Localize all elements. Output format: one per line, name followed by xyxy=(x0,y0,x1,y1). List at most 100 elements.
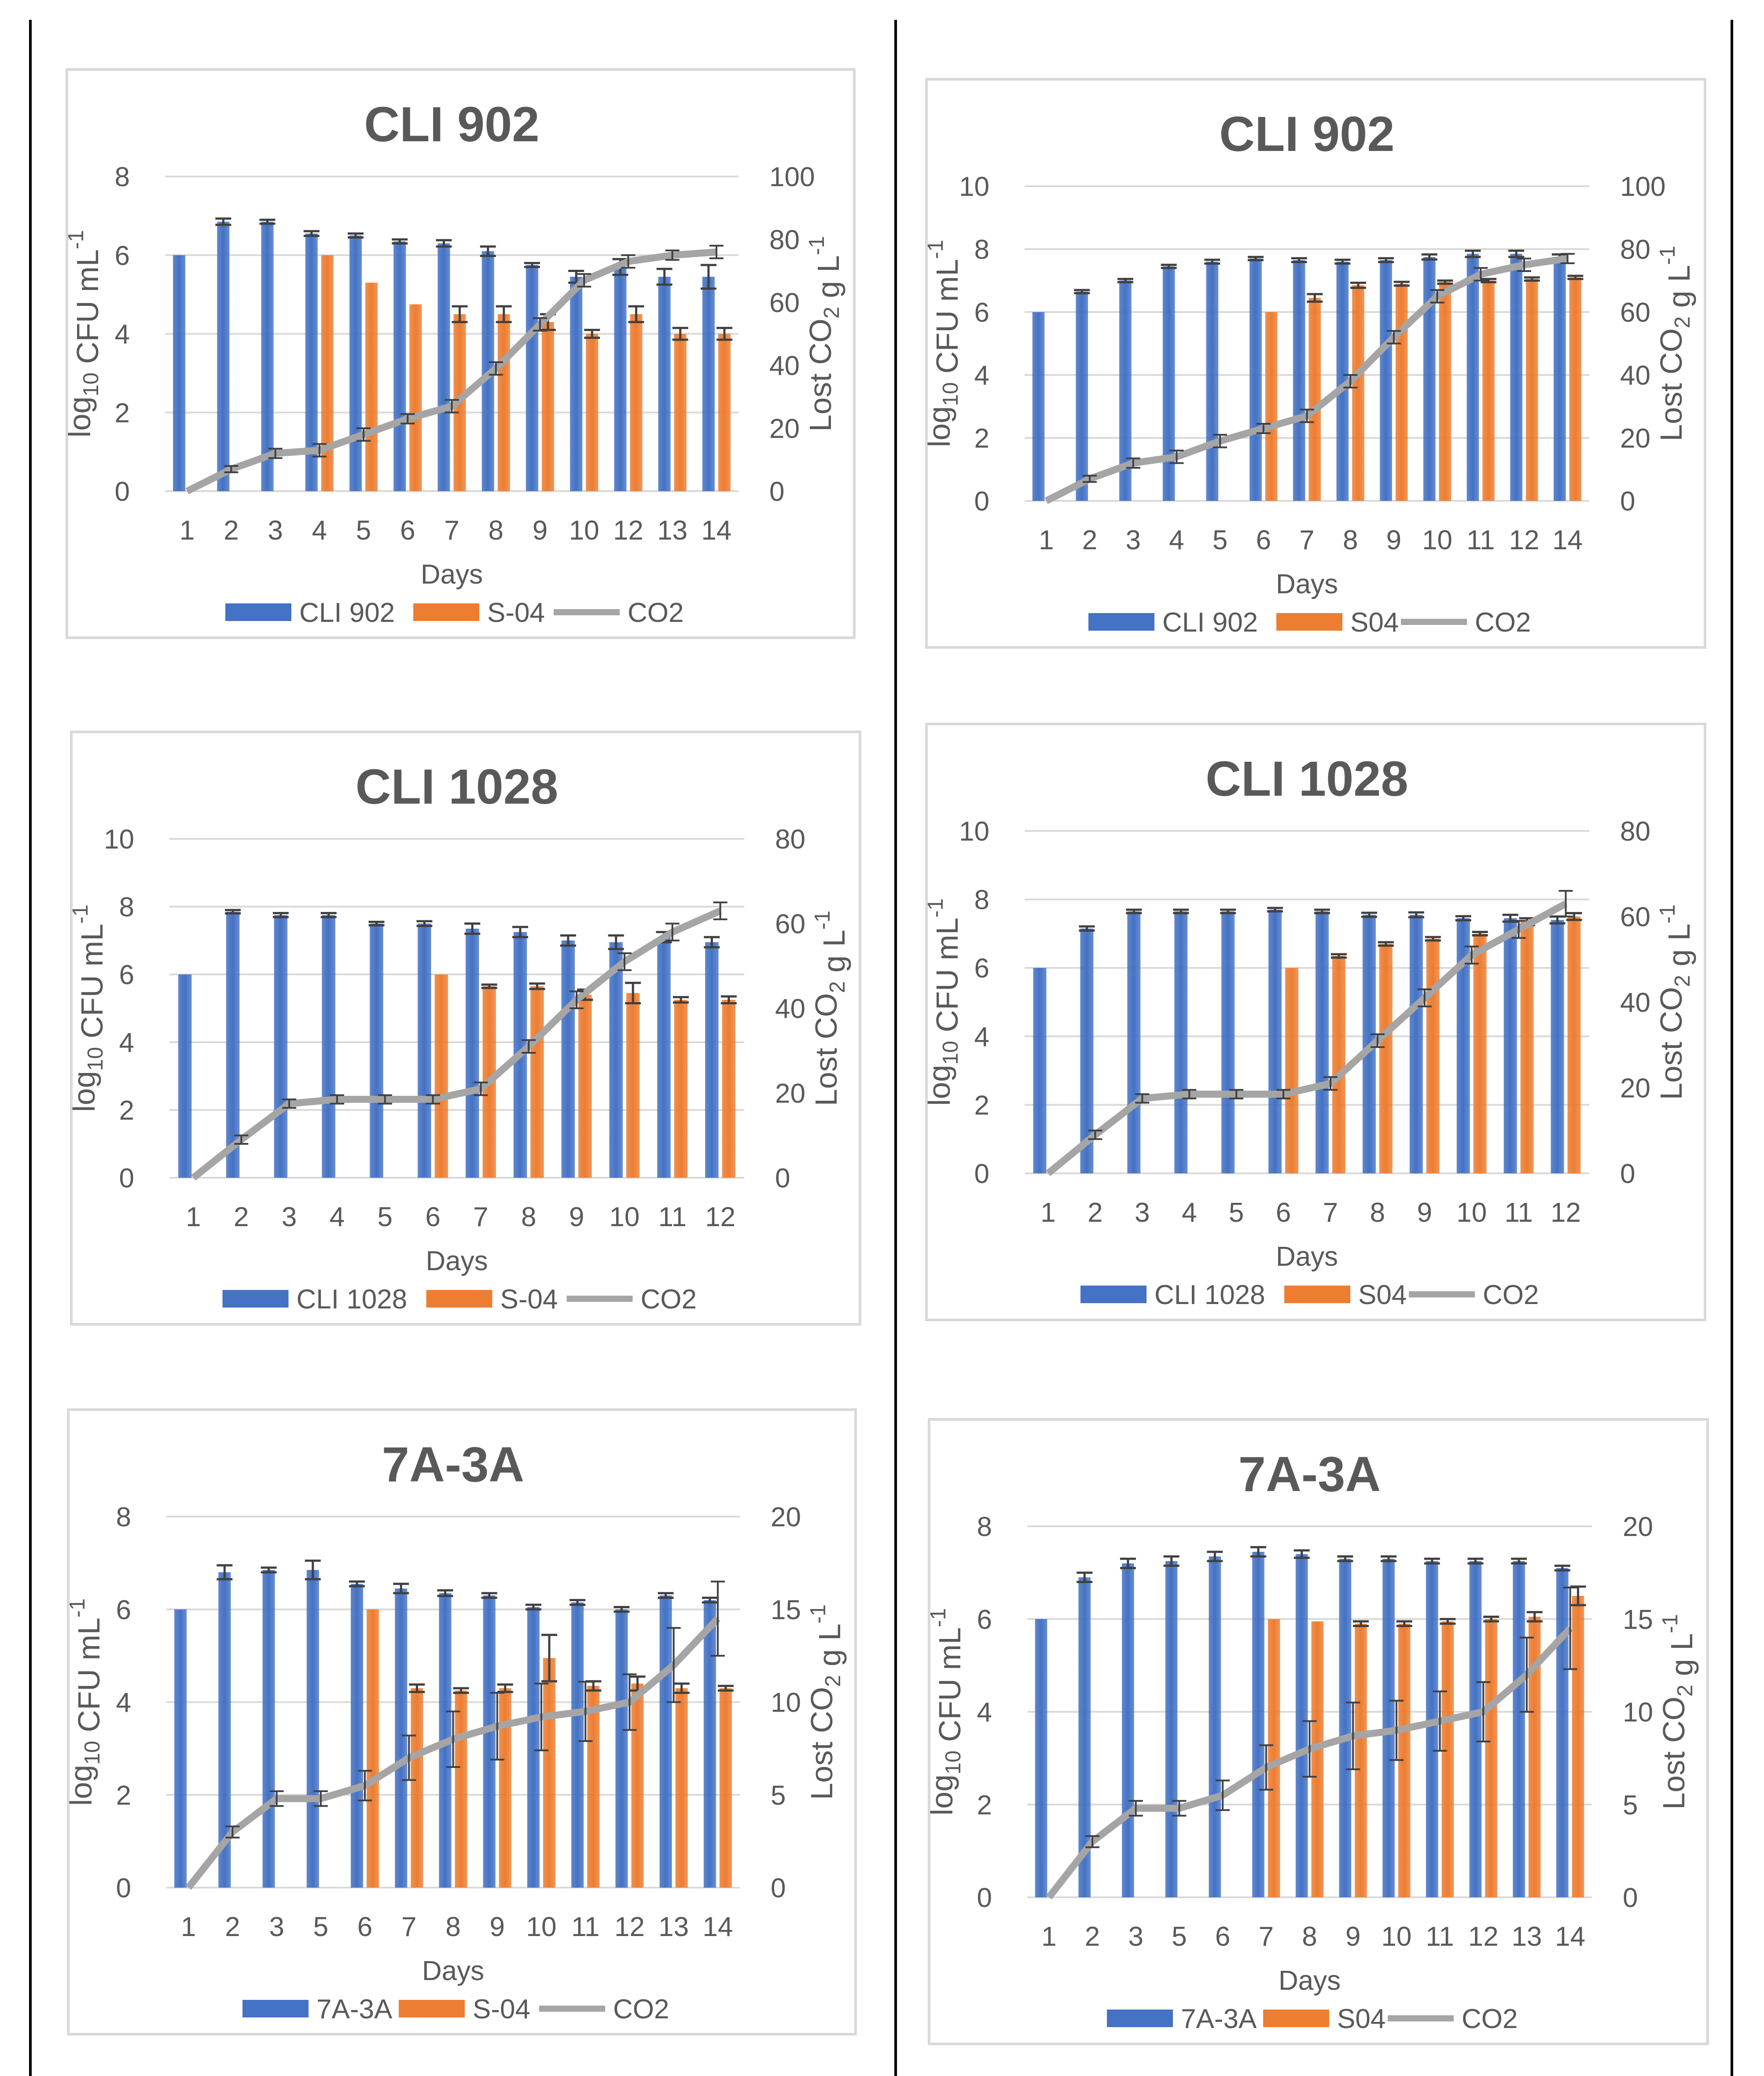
co2-error-bar xyxy=(533,317,547,332)
bar-s-04 xyxy=(584,329,600,491)
x-tick-label: 7 xyxy=(444,515,459,546)
bar-cli-902 xyxy=(568,270,584,491)
x-tick-label: 1 xyxy=(180,515,195,546)
y-tick-label: 0 xyxy=(974,486,989,517)
co2-error-bar xyxy=(578,1681,593,1742)
bar-s-04 xyxy=(365,283,378,491)
y2-tick-label: 20 xyxy=(1620,1073,1650,1104)
x-tick-label: 3 xyxy=(282,1202,297,1232)
x-axis-label: Days xyxy=(421,559,483,590)
legend-item-cli-902: CLI 902 xyxy=(1088,607,1258,638)
legend-label: CO2 xyxy=(1483,1280,1539,1310)
bar-s-04 xyxy=(409,304,422,491)
co2-error-bar xyxy=(1343,374,1358,389)
bar-cli-902 xyxy=(1334,258,1351,501)
bar-cli-902 xyxy=(1074,289,1090,501)
y-tick-label: 0 xyxy=(116,1873,131,1903)
x-tick-label: 1 xyxy=(186,1202,201,1232)
y2-tick-label: 20 xyxy=(769,414,800,444)
co2-error-bar xyxy=(1323,1076,1338,1091)
co2-error-bar xyxy=(534,1683,548,1752)
co2-error-bar xyxy=(666,1627,681,1703)
x-tick-label: 7 xyxy=(1323,1198,1338,1228)
bar-s04 xyxy=(1472,931,1488,1173)
bar-cli-902 xyxy=(1551,253,1568,501)
co2-error-bar xyxy=(617,952,632,971)
y2-tick-label: 5 xyxy=(771,1780,786,1811)
co2-error-bar xyxy=(1476,1681,1491,1742)
x-tick-label: 11 xyxy=(1466,525,1495,555)
bar-cli-902 xyxy=(612,258,628,491)
x-tick-label: 4 xyxy=(1182,1198,1197,1228)
legend-item-s04: S04 xyxy=(1284,1280,1407,1310)
chart-panel-cli902-right: CLI 902 0 2 4 6 8 10 0 20 40 60 80 100 1 2 3 4 5 6 7 8 9 10 11 1… xyxy=(922,78,1706,649)
y-tick-label: 8 xyxy=(119,892,134,922)
bar-7a-3a xyxy=(1511,1558,1527,1897)
co2-error-bar xyxy=(1300,408,1314,423)
x-tick-label: 8 xyxy=(445,1912,460,1942)
y-tick-label: 8 xyxy=(115,162,130,192)
bar-s-04 xyxy=(585,1680,602,1888)
y2-tick-label: 60 xyxy=(1620,902,1650,933)
bar-s04 xyxy=(1350,282,1367,501)
co2-error-bar xyxy=(268,448,283,459)
bar-s04 xyxy=(1393,280,1410,501)
co2-error-bar xyxy=(1389,1700,1404,1761)
x-tick-label: 7 xyxy=(473,1202,488,1232)
co2-error-bar xyxy=(402,1734,416,1781)
y-tick-label: 0 xyxy=(119,1163,134,1194)
x-tick-label: 4 xyxy=(330,1202,345,1232)
chart-title: 7A-3A xyxy=(382,1437,525,1492)
chart-panel-cli1028-left: CLI 1028 0 2 4 6 8 10 0 20 40 60 80 1 2 3 4 5 6 7 8 9 10 11 12 l… xyxy=(67,731,861,1326)
legend-label: CO2 xyxy=(1462,2004,1518,2034)
bar-7a-3a xyxy=(1424,1558,1440,1897)
y-tick-label: 10 xyxy=(104,824,134,855)
bar-cli-902 xyxy=(1161,264,1177,501)
bar-s04 xyxy=(1519,917,1535,1173)
bar-cli-1028 xyxy=(1173,908,1189,1173)
y2-tick-label: 40 xyxy=(769,351,800,381)
co2-error-bar xyxy=(1085,1835,1100,1848)
y2-tick-label: 80 xyxy=(775,824,805,855)
bar-7a-3a xyxy=(658,1592,674,1888)
legend-item-s-04: S-04 xyxy=(413,598,545,628)
x-tick-label: 7 xyxy=(1259,1922,1274,1952)
y-tick-label: 2 xyxy=(115,398,130,428)
legend-item-s-04: S-04 xyxy=(426,1284,558,1315)
bar-cli-1028 xyxy=(225,909,241,1178)
y2-axis-label: Lost CO2 g L-1 xyxy=(1657,1614,1699,1809)
x-tick-label: 12 xyxy=(1509,525,1539,555)
chart-panel-7a3a-right: 7A-3A 0 2 4 6 8 0 5 10 15 20 1 2 3 5 6 7 8 9 10 11 12 13 14 log1… xyxy=(925,1418,1709,2045)
co2-error-bar xyxy=(621,254,636,269)
y2-axis-label: Lost CO2 g L-1 xyxy=(1654,246,1696,441)
co2-error-bar xyxy=(1346,1701,1360,1771)
x-tick-label: 6 xyxy=(425,1202,440,1232)
y2-tick-label: 20 xyxy=(775,1079,805,1109)
y2-tick-label: 60 xyxy=(775,909,805,940)
x-tick-label: 13 xyxy=(658,1912,689,1942)
x-tick-label: 3 xyxy=(269,1912,284,1942)
bar-cli-1028 xyxy=(704,936,720,1178)
bar-s-04 xyxy=(629,1675,646,1888)
y-axis-label: log10 CFU mL-1 xyxy=(62,230,105,438)
y-tick-label: 0 xyxy=(977,1883,992,1913)
y2-tick-label: 0 xyxy=(771,1873,786,1903)
co2-error-bar xyxy=(282,1098,297,1109)
line-co2 xyxy=(191,908,722,1181)
legend-label: S-04 xyxy=(500,1284,558,1315)
co2-error-bar xyxy=(710,1580,725,1657)
bar-cli-1028 xyxy=(178,974,192,1178)
co2-error-bar xyxy=(522,1039,536,1054)
bar-s-04 xyxy=(409,1683,425,1888)
co2-error-bar xyxy=(1259,1744,1273,1791)
chart-title: CLI 902 xyxy=(364,97,539,152)
co2-error-bar xyxy=(709,245,724,259)
x-tick-label: 6 xyxy=(1256,525,1271,555)
x-tick-label: 10 xyxy=(526,1912,556,1942)
y2-axis-label: Lost CO2 g L-1 xyxy=(805,1604,847,1800)
co2-error-bar xyxy=(426,1094,440,1105)
bar-7a-3a xyxy=(261,1566,277,1888)
y2-axis-label: Lost CO2 g L-1 xyxy=(809,911,851,1106)
bar-cli-1028 xyxy=(608,934,624,1178)
